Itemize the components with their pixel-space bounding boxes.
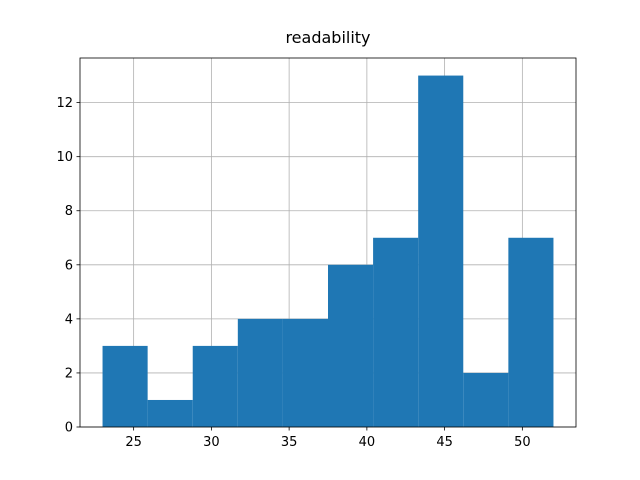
bars xyxy=(102,75,554,428)
bar xyxy=(373,237,419,427)
y-tick-label: 8 xyxy=(65,204,73,219)
y-tick-label: 12 xyxy=(56,96,73,111)
chart-title: readability xyxy=(285,28,370,47)
bar xyxy=(237,318,283,427)
bar xyxy=(192,345,238,427)
y-tick-label: 4 xyxy=(65,312,73,327)
x-tick-label: 40 xyxy=(359,435,376,450)
bar xyxy=(282,318,328,427)
axes-frame xyxy=(79,57,577,428)
axes: 25 30 35 40 45 50 0 2 4 6 8 10 12 xyxy=(56,57,577,450)
bar xyxy=(102,345,148,427)
bar xyxy=(508,237,554,427)
y-tick-label: 2 xyxy=(65,366,73,381)
bar xyxy=(463,372,509,427)
x-tick-label: 25 xyxy=(125,435,142,450)
x-tick-label: 45 xyxy=(436,435,453,450)
bar xyxy=(147,399,193,427)
bar xyxy=(418,75,464,428)
x-tick-label: 30 xyxy=(203,435,220,450)
y-tick-label: 0 xyxy=(65,421,73,436)
x-tick-label: 50 xyxy=(514,435,531,450)
y-tick-label: 6 xyxy=(65,258,73,273)
x-tick-label: 35 xyxy=(281,435,298,450)
y-tick-label: 10 xyxy=(56,150,73,165)
bar xyxy=(328,264,374,427)
